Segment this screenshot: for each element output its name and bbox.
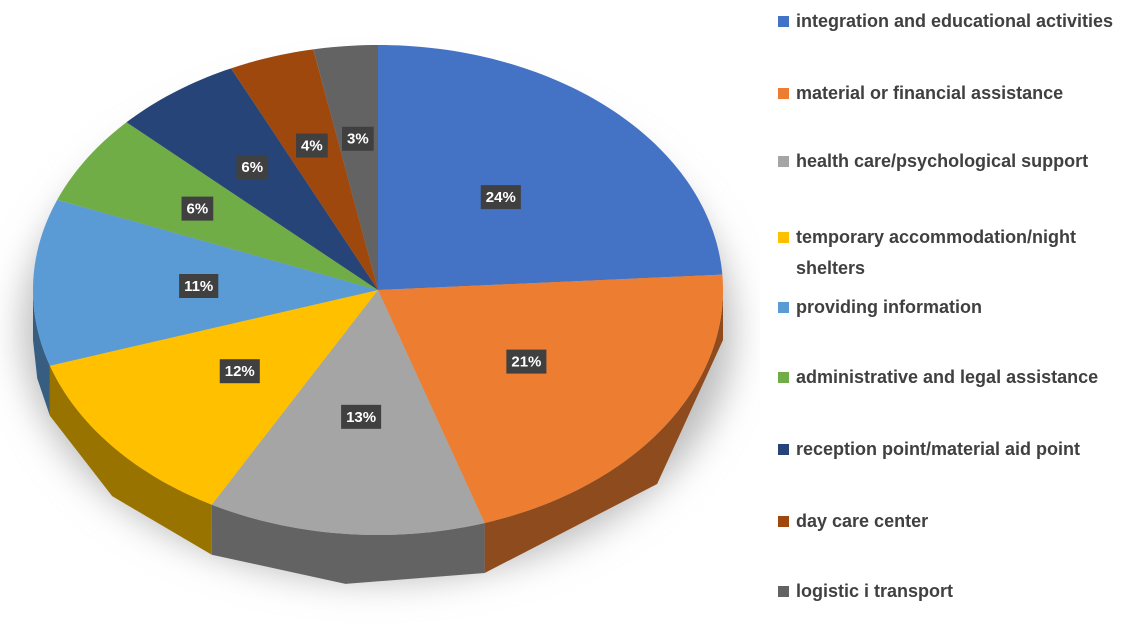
data-label: 11% <box>184 278 213 295</box>
data-label: 24% <box>486 189 516 206</box>
legend-label: reception point/material aid point <box>796 439 1081 459</box>
slice-side <box>49 365 212 555</box>
slice <box>378 45 723 290</box>
slice <box>57 122 378 290</box>
legend-swatch <box>778 516 789 527</box>
legend-swatch <box>778 88 789 99</box>
label-box <box>341 404 382 429</box>
legend-item: reception point/material aid point <box>778 434 1130 465</box>
legend-label: temporary accommodation/night shelters <box>796 227 1077 278</box>
slice-side <box>211 504 485 584</box>
legend-swatch <box>778 232 789 243</box>
legend-swatch <box>778 156 789 167</box>
legend-label: material or financial assistance <box>796 83 1064 103</box>
slice-side <box>484 290 723 574</box>
chart: 24% 21% 13% 12% 11% 6% 6% 4% 3% <box>23 45 733 584</box>
label-box <box>219 359 260 384</box>
legend-swatch <box>778 586 789 597</box>
legend-item: temporary accommodation/night shelters <box>778 222 1130 284</box>
data-label: 6% <box>187 201 209 218</box>
label-box <box>236 155 269 180</box>
slice-side <box>33 290 50 416</box>
legend-label: health care/psychological support <box>796 151 1089 171</box>
legend-label: logistic i transport <box>796 581 954 601</box>
slice <box>378 274 723 524</box>
legend-item: integration and educational activities <box>778 6 1130 37</box>
data-label: 4% <box>301 138 323 155</box>
legend-label: integration and educational activities <box>796 11 1114 31</box>
legend-item: material or financial assistance <box>778 78 1130 109</box>
legend-item: health care/psychological support <box>778 146 1130 177</box>
data-label: 12% <box>225 363 255 380</box>
data-label: 6% <box>241 159 263 176</box>
legend-swatch <box>778 16 789 27</box>
data-label: 21% <box>511 354 541 371</box>
label-box <box>296 133 328 158</box>
legend-swatch <box>778 444 789 455</box>
legend-item: day care center <box>778 506 1130 537</box>
slice <box>313 45 378 290</box>
data-label: 3% <box>347 131 369 148</box>
legend-item: administrative and legal assistance <box>778 362 1130 393</box>
legend-label: day care center <box>796 511 929 531</box>
data-label: 13% <box>346 409 376 426</box>
slice <box>126 68 378 290</box>
legend-swatch <box>778 372 789 383</box>
slice <box>49 290 378 505</box>
label-box <box>480 185 521 210</box>
legend-label: administrative and legal assistance <box>796 367 1099 387</box>
legend-item: providing information <box>778 292 1130 323</box>
slice <box>231 49 378 291</box>
legend-item: logistic i transport <box>778 576 1130 607</box>
label-box <box>181 196 214 221</box>
label-box <box>506 349 547 374</box>
label-box <box>342 126 374 151</box>
legend-label: providing information <box>796 297 982 317</box>
legend-swatch <box>778 302 789 313</box>
label-box <box>179 273 219 298</box>
